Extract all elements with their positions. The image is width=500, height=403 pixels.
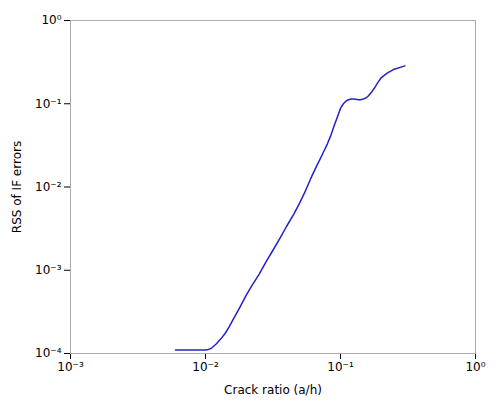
svg-text:10⁻¹: 10⁻¹ (35, 97, 62, 111)
svg-text:10⁻⁴: 10⁻⁴ (35, 346, 62, 360)
svg-text:10⁻³: 10⁻³ (35, 263, 62, 277)
svg-text:RSS of IF errors: RSS of IF errors (10, 141, 24, 233)
svg-text:10⁻²: 10⁻² (35, 180, 62, 194)
svg-text:10⁻¹: 10⁻¹ (327, 360, 354, 374)
svg-text:10⁻³: 10⁻³ (57, 360, 84, 374)
svg-text:10⁻²: 10⁻² (192, 360, 219, 374)
svg-text:Crack ratio (a/h): Crack ratio (a/h) (224, 383, 322, 397)
svg-text:10⁰: 10⁰ (465, 360, 485, 374)
svg-text:10⁰: 10⁰ (41, 13, 61, 27)
